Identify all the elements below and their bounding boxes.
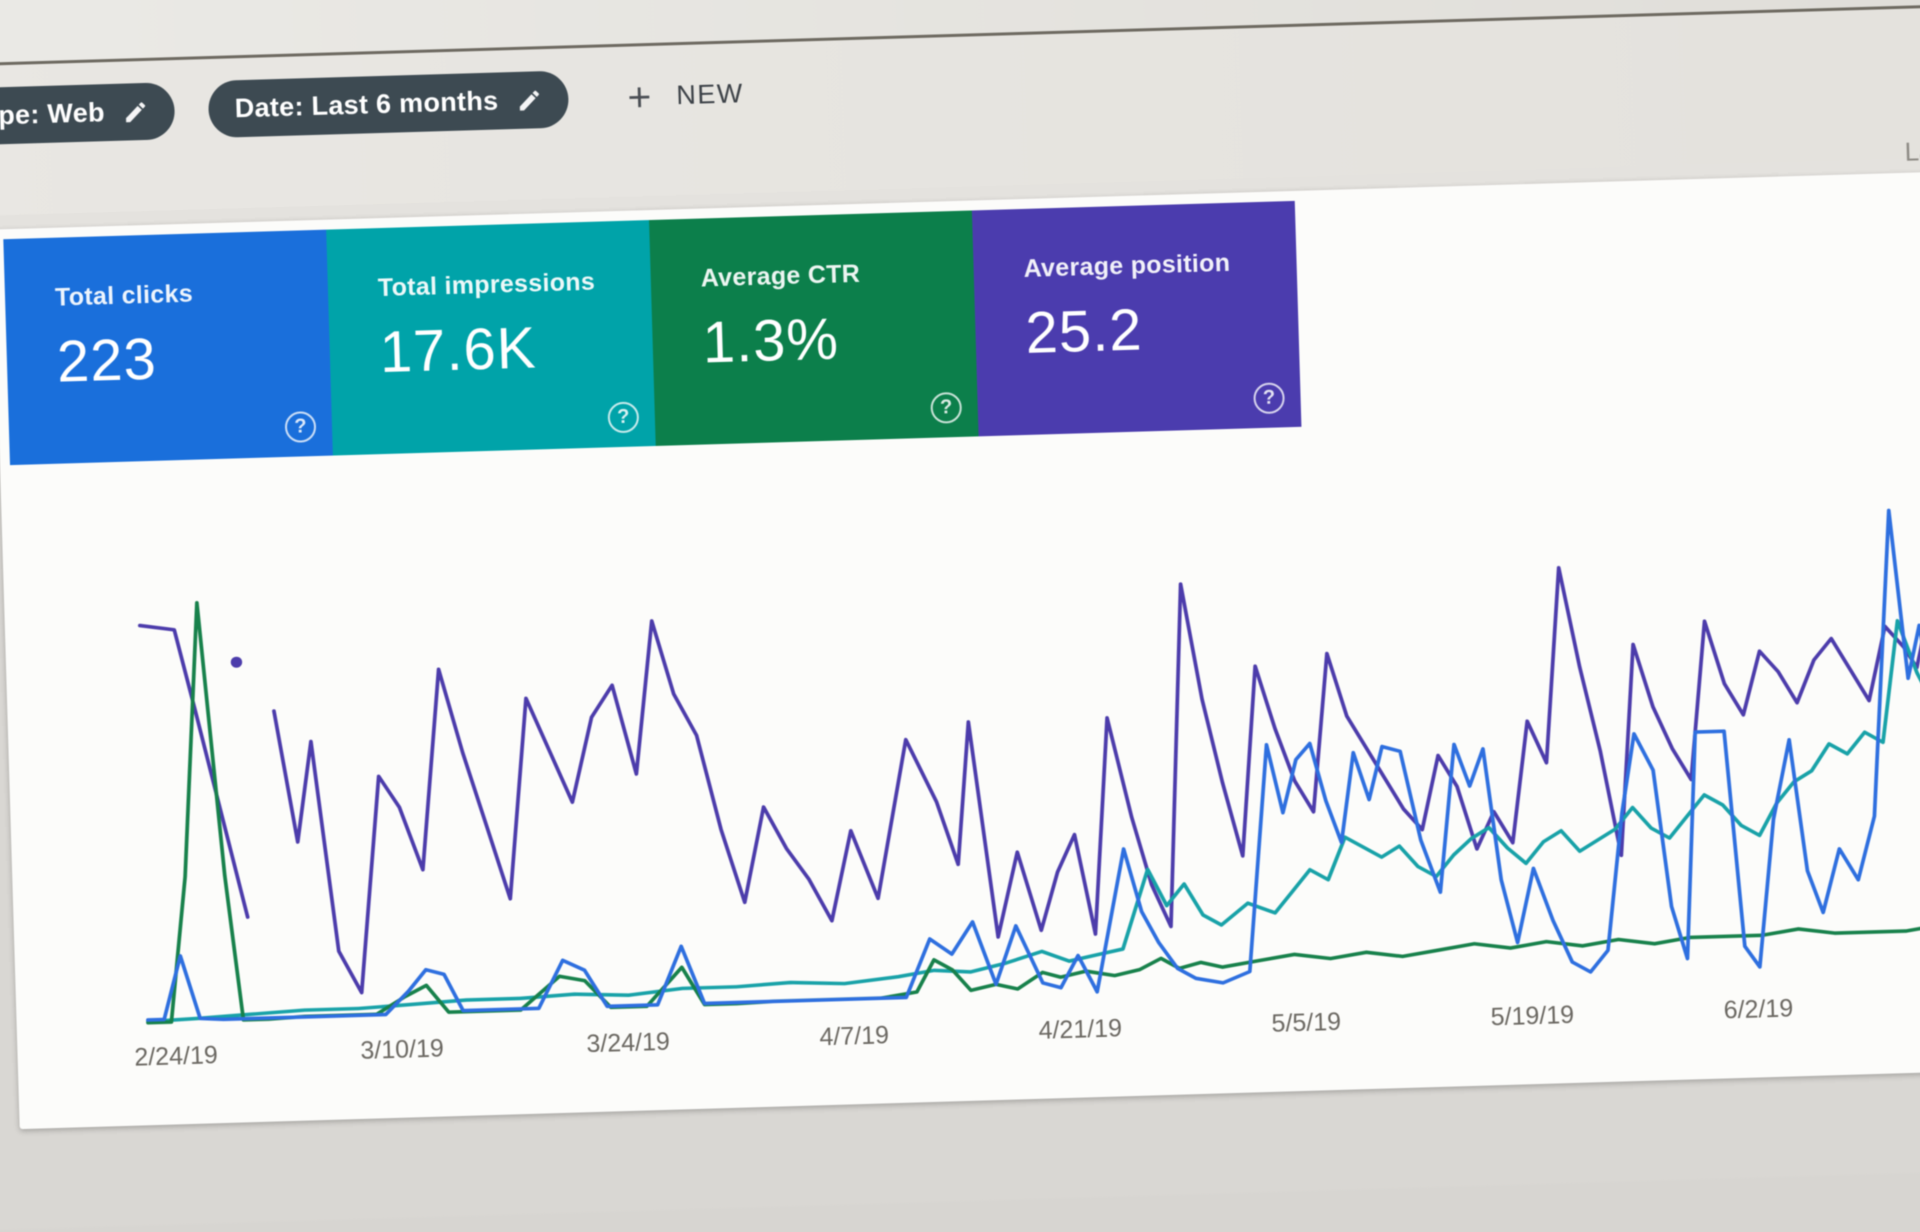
metric-card-label: Average position [1023, 248, 1231, 283]
metric-card-total-impressions[interactable]: Total impressions 17.6K? [326, 220, 656, 456]
pencil-icon [126, 101, 146, 122]
filter-chip-label: Date: Last 6 months [234, 85, 499, 124]
metric-card-average-ctr[interactable]: Average CTR 1.3%? [649, 210, 979, 446]
x-axis-tick-label: 6/2/19 [1723, 994, 1794, 1025]
chart-line-total-impressions [146, 619, 1920, 1024]
performance-panel: Total clicks 223? Total impressions 17.6K? A… [0, 172, 1920, 1130]
help-icon[interactable]: ? [1253, 382, 1286, 415]
metric-card-average-position[interactable]: Average position 25.2? [971, 200, 1302, 437]
x-axis-tick-label: 3/10/19 [359, 1034, 445, 1065]
metric-card-value: 17.6K [378, 315, 538, 386]
plus-icon [629, 86, 650, 107]
metric-card-total-clicks[interactable]: Total clicks 223? [3, 229, 333, 466]
help-icon[interactable]: ? [607, 401, 640, 434]
metric-card-label: Average CTR [700, 259, 861, 293]
help-icon[interactable]: ? [284, 411, 317, 443]
chart-point-average-position [230, 656, 243, 668]
pencil-icon [519, 90, 539, 111]
filter-chip-label: type: Web [0, 97, 106, 132]
filter-chips-row: type: Web Date: Last 6 months NEW [0, 8, 1920, 148]
chart-line-average-position [272, 565, 1920, 995]
x-axis-tick-label: 2/24/19 [133, 1041, 219, 1072]
filter-chip-0[interactable]: type: Web [0, 82, 176, 148]
metric-card-label: Total impressions [377, 267, 596, 303]
metric-card-label: Total clicks [54, 279, 194, 312]
x-axis-tick-label: 4/21/19 [1038, 1014, 1123, 1045]
x-axis-tick-label: 3/24/19 [586, 1027, 671, 1059]
filter-toolbar: type: Web Date: Last 6 months NEW La [0, 7, 1920, 217]
x-axis-tick-label: 5/19/19 [1490, 1000, 1575, 1032]
performance-chart [126, 426, 1920, 1039]
chart-line-total-clicks [146, 508, 1920, 1022]
metric-cards-row: Total clicks 223? Total impressions 17.6K? A… [3, 200, 1302, 466]
filter-chip-1[interactable]: Date: Last 6 months [207, 70, 570, 139]
last-updated-partial-text: La [1904, 135, 1920, 167]
new-filter-button[interactable]: NEW [616, 76, 751, 116]
chart-canvas [137, 508, 1920, 1025]
x-axis-tick-label: 5/5/19 [1271, 1007, 1342, 1038]
chart-line-average-position [137, 623, 250, 919]
metric-card-value: 25.2 [1024, 297, 1144, 366]
help-icon[interactable]: ? [930, 391, 963, 424]
metric-card-value: 223 [56, 326, 158, 395]
metric-card-value: 1.3% [701, 306, 840, 376]
x-axis-tick-label: 4/7/19 [819, 1021, 890, 1052]
new-filter-label: NEW [675, 78, 745, 111]
